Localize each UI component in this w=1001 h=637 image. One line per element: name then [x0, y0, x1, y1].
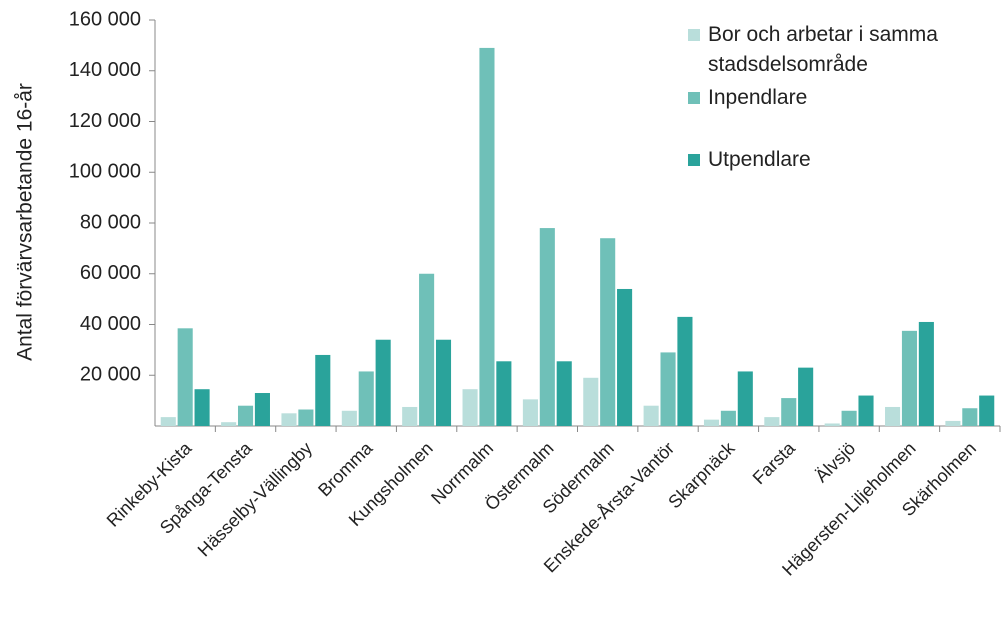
bar	[764, 417, 780, 426]
bar	[254, 393, 270, 426]
bar	[539, 228, 555, 426]
bar	[918, 321, 934, 426]
y-tick-label: 20 000	[80, 364, 141, 386]
bar	[281, 413, 297, 426]
y-tick-label: 120 000	[69, 110, 141, 132]
bar	[643, 405, 659, 426]
bar	[798, 367, 814, 426]
bar	[522, 399, 538, 426]
x-tick-label: Skarpnäck	[664, 437, 739, 512]
bar	[341, 410, 357, 426]
bar	[402, 406, 418, 426]
bar	[901, 330, 918, 426]
bar	[419, 273, 435, 426]
y-tick-label: 60 000	[80, 262, 141, 284]
bar	[496, 361, 512, 426]
bar	[315, 354, 331, 426]
legend-item: Bor och arbetar i samma stadsdelsområde	[688, 20, 988, 80]
y-tick-label: 160 000	[69, 8, 141, 30]
legend-label: Inpendlare	[708, 86, 808, 109]
bar	[160, 417, 176, 426]
bar	[462, 389, 478, 426]
legend-swatch	[688, 92, 700, 104]
y-tick-label: 40 000	[80, 313, 141, 335]
bar	[221, 422, 237, 426]
bar	[375, 339, 391, 426]
bar	[703, 419, 720, 426]
legend-label: Bor och arbetar i samma stadsdelsområde	[708, 23, 938, 76]
bar	[358, 371, 374, 426]
y-tick-label: 140 000	[69, 59, 141, 81]
bar	[824, 423, 840, 426]
bar	[885, 406, 901, 426]
bar	[583, 377, 599, 426]
bar	[720, 410, 736, 426]
bar	[617, 288, 633, 426]
x-tick-label: Hässelby-Vällingby	[194, 438, 316, 560]
legend-label: Utpendlare	[708, 148, 811, 171]
bar	[237, 405, 254, 426]
legend-item: Utpendlare	[688, 145, 988, 175]
x-tick-label: Älvsjö	[811, 438, 859, 486]
bar	[479, 47, 495, 426]
bar	[781, 398, 797, 426]
y-tick-label: 100 000	[69, 161, 141, 183]
bar	[945, 420, 961, 426]
bar	[600, 238, 616, 426]
bar	[858, 395, 874, 426]
bar	[194, 389, 210, 426]
legend-item: Inpendlare	[688, 83, 988, 113]
bar	[660, 352, 676, 426]
bar	[177, 328, 193, 426]
bar	[962, 408, 978, 426]
x-tick-label: Farsta	[749, 437, 800, 488]
bar	[556, 361, 572, 426]
y-tick-label: 80 000	[80, 211, 141, 233]
legend-swatch	[688, 29, 700, 41]
x-tick-label: Bromma	[314, 437, 377, 500]
legend-swatch	[688, 154, 700, 166]
bar	[677, 316, 693, 426]
bar	[435, 339, 452, 426]
bar	[979, 395, 995, 426]
bar	[737, 371, 753, 426]
bar	[841, 410, 857, 426]
y-axis-label: Antal förvärvsarbetande 16-år	[14, 83, 37, 361]
bar	[298, 409, 314, 426]
